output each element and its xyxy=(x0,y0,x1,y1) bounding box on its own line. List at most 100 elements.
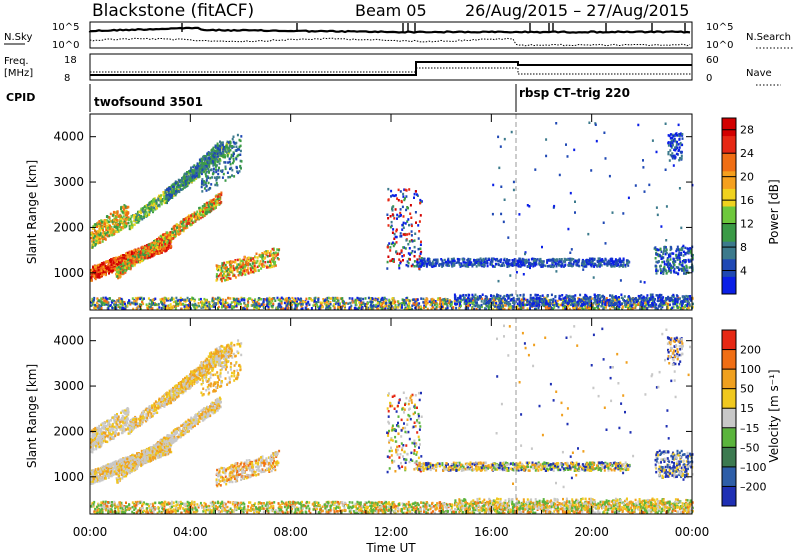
echo-cell xyxy=(92,299,95,302)
echo-cell xyxy=(148,213,151,216)
echo-cell xyxy=(104,233,107,236)
echo-cell xyxy=(163,301,166,304)
echo-cell xyxy=(205,155,208,158)
echo-cell xyxy=(384,306,387,310)
echo-cell xyxy=(189,223,192,226)
figure-title: Blackstone (fitACF) xyxy=(92,1,254,21)
echo-cell xyxy=(265,252,268,255)
echo-cell xyxy=(101,297,104,301)
echo-cell xyxy=(117,271,120,275)
echo-cell xyxy=(133,219,136,222)
echo-cell xyxy=(175,296,178,300)
echo-cell xyxy=(104,296,107,300)
echo-cell xyxy=(684,304,687,307)
echo-cell xyxy=(203,187,206,190)
echo-cell xyxy=(101,273,104,276)
echo-cell xyxy=(185,224,188,228)
echo-cell xyxy=(447,301,450,305)
echo-cell xyxy=(452,306,455,309)
echo-cell xyxy=(628,304,631,308)
echo-cell xyxy=(129,261,132,264)
echo-cell xyxy=(226,278,229,281)
echo-cell xyxy=(254,269,257,273)
echo-cell xyxy=(215,273,218,276)
echo-cell xyxy=(305,297,308,301)
echo-cell xyxy=(290,300,292,303)
echo-cell xyxy=(674,302,676,305)
echo-cell xyxy=(194,166,197,169)
echo-cell xyxy=(211,297,214,301)
echo-cell xyxy=(123,259,125,263)
echo-cell xyxy=(350,304,353,308)
echo-cell xyxy=(280,302,283,305)
echo-cell xyxy=(181,228,184,232)
echo-cell xyxy=(116,267,118,270)
echo-cell xyxy=(237,299,239,303)
echo-cell xyxy=(231,137,234,141)
echo-cell xyxy=(97,238,100,242)
echo-cell xyxy=(155,249,158,252)
echo-cell xyxy=(247,301,250,304)
echo-cell xyxy=(125,266,128,270)
echo-cell xyxy=(158,203,161,207)
echo-cell xyxy=(214,160,217,163)
echo-cell xyxy=(183,176,185,179)
echo-cell xyxy=(274,260,277,264)
echo-cell xyxy=(90,301,93,304)
echo-cell xyxy=(305,307,308,310)
echo-cell xyxy=(450,306,453,310)
echo-cell xyxy=(297,297,299,300)
echo-cell xyxy=(159,198,162,201)
echo-cell xyxy=(127,216,130,219)
echo-cell xyxy=(143,215,146,218)
echo-cell xyxy=(146,203,149,207)
echo-cell xyxy=(92,243,95,246)
echo-cell xyxy=(179,301,182,304)
echo-cell xyxy=(94,232,97,236)
echo-cell xyxy=(202,214,205,218)
echo-cell xyxy=(257,297,260,300)
echo-cell xyxy=(91,237,94,240)
echo-cell xyxy=(133,301,136,304)
echo-cell xyxy=(199,213,202,217)
echo-cell xyxy=(169,196,172,199)
echo-cell xyxy=(553,301,556,305)
echo-cell xyxy=(432,301,435,304)
echo-cell xyxy=(187,181,190,185)
echo-cell xyxy=(405,298,408,302)
echo-cell xyxy=(145,303,148,306)
echo-cell xyxy=(372,298,375,301)
echo-cell xyxy=(203,162,206,165)
echo-cell xyxy=(173,187,175,190)
echo-cell xyxy=(98,304,101,307)
echo-cell xyxy=(106,260,109,263)
echo-cell xyxy=(203,203,206,206)
echo-cell xyxy=(629,307,632,311)
echo-cell xyxy=(143,256,146,259)
echo-cell xyxy=(227,277,230,280)
echo-cell xyxy=(108,272,110,275)
echo-cell xyxy=(228,157,231,161)
nsky-spikes xyxy=(181,23,686,32)
echo-cell xyxy=(212,198,215,202)
echo-cell xyxy=(356,296,359,300)
echo-cell xyxy=(223,161,226,164)
echo-cell xyxy=(149,246,152,249)
echo-cell xyxy=(124,205,127,208)
echo-cell xyxy=(655,306,658,310)
echo-cell xyxy=(252,300,255,304)
echo-cell xyxy=(327,307,330,311)
echo-cell xyxy=(295,298,298,301)
echo-cell xyxy=(142,253,145,256)
echo-cell xyxy=(160,249,163,253)
echo-cell xyxy=(138,250,141,254)
echo-cell xyxy=(92,242,95,245)
echo-cell xyxy=(101,240,104,243)
freq-frame xyxy=(89,53,693,81)
echo-cell xyxy=(167,245,170,249)
echo-cell xyxy=(194,302,197,306)
echo-cell xyxy=(240,259,243,263)
echo-cell xyxy=(164,191,167,194)
echo-cell xyxy=(198,208,201,211)
echo-cell xyxy=(214,156,217,159)
